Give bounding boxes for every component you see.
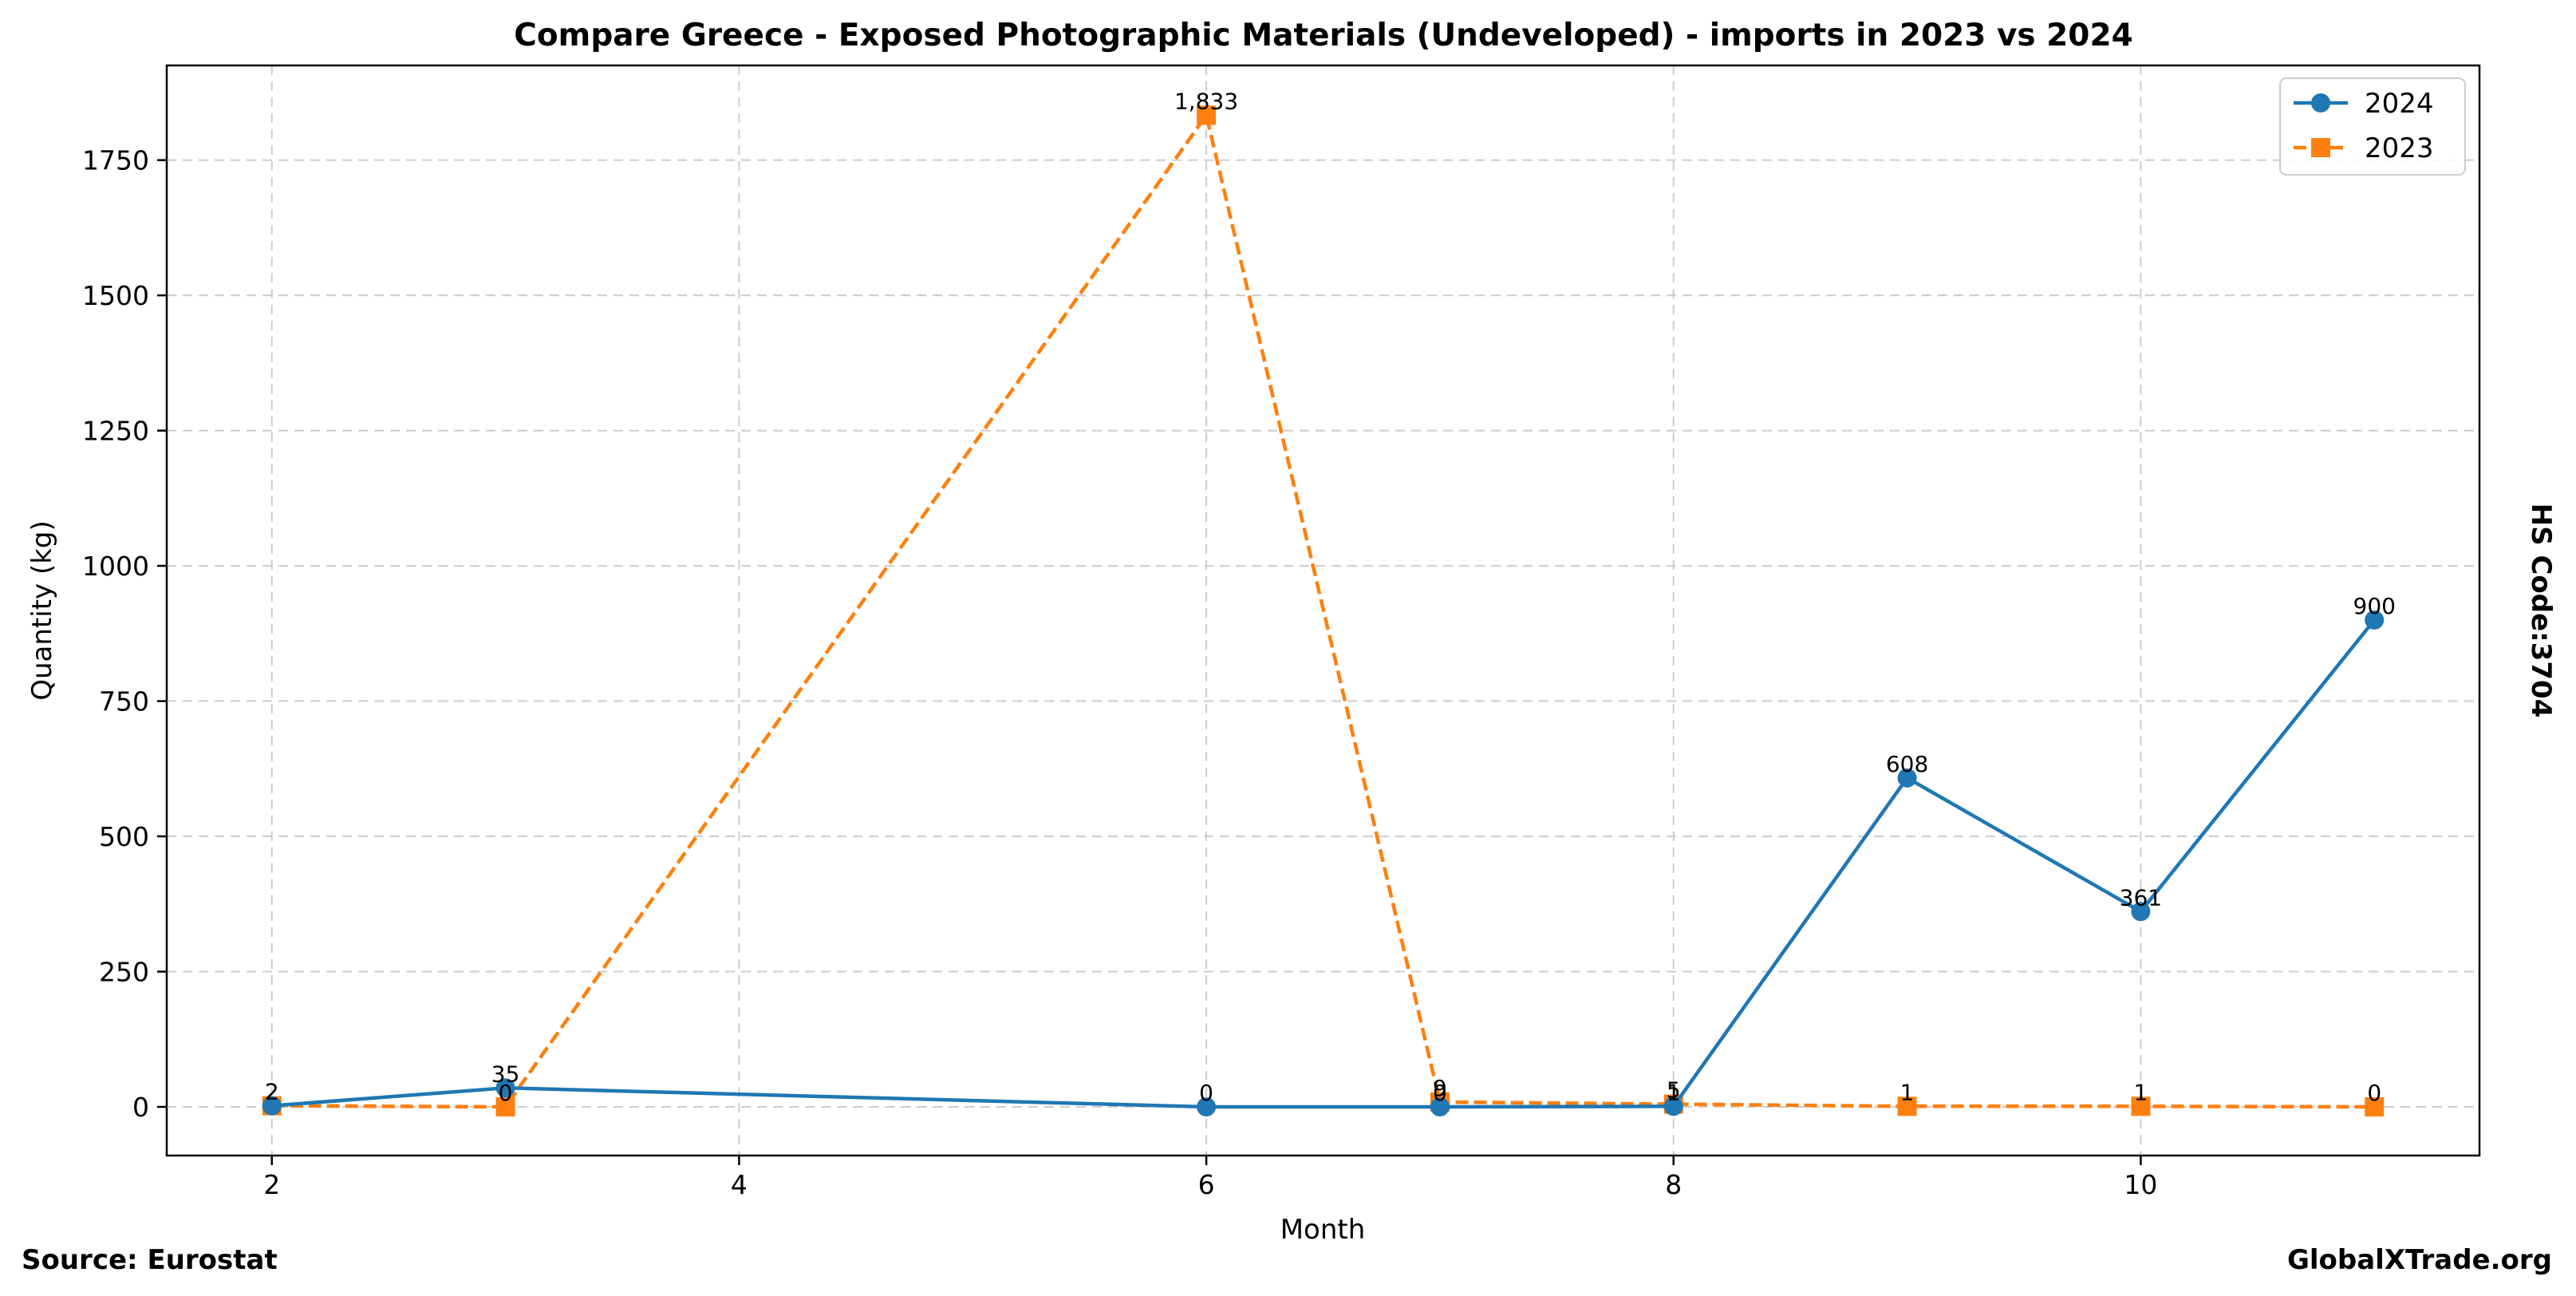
- data-label-2023-9: 1: [1900, 1079, 1915, 1105]
- point-2023-10: [2131, 1096, 2151, 1116]
- data-label-2023-10: 1: [2133, 1079, 2148, 1105]
- data-label-2024-11: 900: [2353, 593, 2396, 619]
- point-2023-11: [2365, 1096, 2385, 1116]
- series-line-2023: [271, 113, 2375, 1109]
- y-tick-label-250: 250: [99, 957, 149, 988]
- point-2023-9: [1897, 1096, 1917, 1116]
- point-2024-9: [1897, 768, 1917, 788]
- y-tick-label-1000: 1000: [82, 551, 149, 582]
- point-2024-7: [1430, 1096, 1450, 1116]
- hs-code-label: HS Code:3704: [2525, 504, 2557, 718]
- y-tick-label-1250: 1250: [82, 416, 149, 447]
- x-tick-label-10: 10: [2124, 1169, 2157, 1200]
- brand-label: GlobalXTrade.org: [2287, 1244, 2552, 1276]
- data-label-2024-9: 608: [1886, 751, 1928, 777]
- point-2024-8: [1663, 1096, 1683, 1116]
- data-label-2024-7: 0: [1433, 1080, 1447, 1106]
- legend-marker-2023: [2311, 138, 2330, 157]
- point-2024-10: [2131, 902, 2151, 922]
- data-label-2023-8: 5: [1667, 1077, 1681, 1104]
- y-tick-label-1750: 1750: [82, 145, 149, 176]
- x-tick-label-6: 6: [1198, 1169, 1215, 1200]
- data-label-2024-2: 2: [265, 1079, 279, 1105]
- data-label-2024-10: 361: [2120, 884, 2162, 911]
- point-2024-2: [262, 1096, 282, 1116]
- y-tick-label-750: 750: [99, 686, 149, 717]
- y-axis-label: Quantity (kg): [26, 520, 58, 701]
- data-label-2023-3: 0: [499, 1080, 513, 1106]
- y-tick-label-0: 0: [132, 1092, 149, 1123]
- y-tick-label-500: 500: [99, 821, 149, 852]
- data-label-2023-7: 9: [1433, 1075, 1447, 1101]
- data-label-2023-2: 2: [265, 1079, 279, 1105]
- series-2023: [262, 105, 2385, 1116]
- source-label: Source: Eurostat: [22, 1244, 278, 1276]
- data-label-2024-6: 0: [1199, 1080, 1213, 1106]
- legend-marker-2024: [2311, 93, 2330, 113]
- legend: 2024 2023: [2279, 77, 2466, 176]
- point-2023-3: [495, 1096, 515, 1116]
- x-tick-label-4: 4: [731, 1169, 748, 1200]
- legend-label-2024: 2024: [2365, 88, 2434, 120]
- legend-label-2023: 2023: [2365, 132, 2434, 164]
- point-2023-6: [1197, 105, 1217, 125]
- x-tick-label-8: 8: [1665, 1169, 1682, 1200]
- data-label-2024-8: 1: [1667, 1079, 1681, 1105]
- data-label-2024-3: 35: [491, 1061, 520, 1087]
- data-label-2023-6: 1,833: [1174, 88, 1238, 114]
- x-tick-label-2: 2: [263, 1169, 280, 1200]
- chart-title: Compare Greece - Exposed Photographic Ma…: [514, 18, 2132, 53]
- point-2024-6: [1197, 1096, 1217, 1116]
- plot-frame: [165, 64, 2481, 1157]
- point-2024-3: [495, 1078, 515, 1098]
- series-line-2024: [271, 618, 2376, 1109]
- series-layer: [262, 105, 2385, 1116]
- point-2024-11: [2365, 610, 2385, 630]
- series-2024: [262, 610, 2385, 1116]
- y-tick-label-1500: 1500: [82, 280, 149, 311]
- data-label-2023-11: 0: [2367, 1080, 2381, 1106]
- x-axis-label: Month: [1280, 1214, 1366, 1246]
- grid-lines: [167, 65, 2479, 1156]
